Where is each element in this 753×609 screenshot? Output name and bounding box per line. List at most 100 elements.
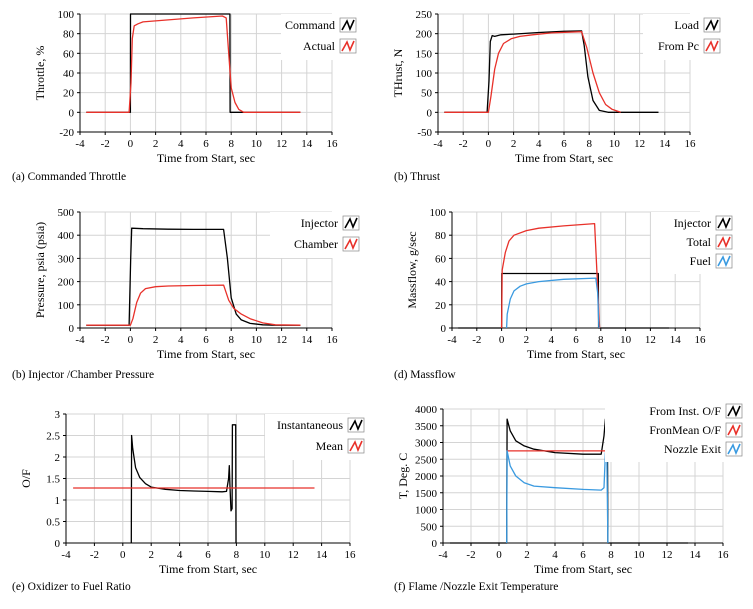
y-axis-title: THrust, N [391,48,405,97]
y-tick-label: 80 [63,29,75,41]
legend-label: Load [674,18,699,32]
x-tick-label: 2 [524,549,530,561]
legend-swatch-fuel [717,255,731,268]
legend-swatch-command [341,19,355,32]
figure-caption: (b) Injector /Chamber Pressure [12,369,154,381]
figure-caption: (d) Massflow [394,369,456,381]
series-line-injector [458,272,669,329]
legend-label: Fuel [690,254,712,268]
y-tick-label: 1500 [415,488,438,500]
x-tick-label: 12 [634,138,645,150]
y-tick-label: 20 [63,88,75,100]
legend-label: Injector [674,216,711,230]
chart-pressure: -4 -2 0 2 4 6 8 10 12 14 16 0 100 200 300 400 500 Time fr… [12,207,362,381]
x-tick-label: -4 [61,549,71,561]
legend-box [605,400,745,462]
x-tick-label: 16 [327,138,339,150]
legend-label: Chamber [294,237,338,251]
y-axis-title: T, Deg. C [396,453,410,499]
x-tick-label: 6 [203,138,209,150]
legend-swatch-instantaneous [349,419,363,432]
series-line-injector [86,227,301,326]
x-tick-label: -2 [459,138,468,150]
x-tick-label: 12 [645,334,656,346]
y-tick-label: 400 [58,230,75,242]
y-tick-label: 3000 [415,438,438,450]
x-tick-label: 14 [301,138,313,150]
legend-label: Instantaneous [277,418,343,432]
x-tick-label: 14 [301,334,313,346]
x-tick-label: 2 [511,138,517,150]
legend-swatch-nozzle-exit [727,443,741,456]
x-tick-label: 0 [486,138,492,150]
y-tick-label: 1.5 [46,474,60,486]
chart-of_ratio: -4 -2 0 2 4 6 8 10 12 14 16 0 0.5 1 1.5 2 2.5 3 Time from … [12,409,367,593]
y-axis-title: Massflow, g/sec [405,231,419,308]
y-tick-label: 2.5 [46,431,60,443]
series-line-nozzle-exit [506,450,609,544]
x-tick-label: 2 [524,334,530,346]
x-tick-label: 8 [586,138,592,150]
x-tick-label: 0 [499,334,505,346]
legend-label: Actual [303,39,336,53]
x-tick-label: 4 [177,549,183,561]
y-tick-label: 2500 [415,454,438,466]
chart-massflow: -4 -2 0 2 4 6 8 10 12 14 16 0 20 40 60 80 100 Time from S… [394,207,735,381]
y-tick-label: 0 [55,538,61,550]
x-tick-label: 10 [251,138,263,150]
x-axis-title: Time from Start, sec [157,347,255,361]
legend-swatch-fronmean-o-f [727,424,741,437]
y-tick-label: 150 [416,48,433,60]
x-tick-label: -2 [472,334,481,346]
y-tick-label: 100 [416,68,433,80]
y-tick-label: 0 [69,323,75,335]
y-tick-label: 3 [55,409,61,421]
x-tick-label: 8 [228,334,234,346]
x-tick-label: 16 [718,549,730,561]
x-tick-label: 6 [561,138,567,150]
x-tick-label: 12 [288,549,299,561]
x-tick-label: 16 [327,334,339,346]
x-tick-label: 12 [276,334,287,346]
x-tick-label: -4 [433,138,443,150]
y-tick-label: 100 [58,300,75,312]
x-tick-label: -2 [101,334,110,346]
x-tick-label: 6 [580,549,586,561]
x-tick-label: -4 [447,334,457,346]
figure-caption: (f) Flame /Nozzle Exit Temperature [394,581,558,593]
x-tick-label: 4 [548,334,554,346]
legend-label: FronMean O/F [649,423,721,437]
series-line-actual [86,15,301,113]
x-tick-label: 16 [345,549,357,561]
x-tick-label: 8 [608,549,614,561]
y-tick-label: 500 [421,521,438,533]
y-tick-label: 20 [435,300,447,312]
y-tick-label: 100 [430,207,447,219]
y-tick-label: 60 [63,48,75,60]
y-tick-label: 1 [55,495,61,507]
y-tick-label: 40 [435,277,447,289]
legend-swatch-load [705,19,719,32]
x-tick-label: 14 [690,549,702,561]
x-axis-title: Time from Start, sec [159,562,257,576]
x-tick-label: -2 [101,138,110,150]
y-tick-label: 200 [58,277,75,289]
legend-label: Command [285,18,335,32]
y-tick-label: 200 [416,29,433,41]
x-tick-label: 0 [120,549,126,561]
x-tick-label: -2 [466,549,475,561]
x-tick-label: 10 [620,334,632,346]
x-tick-label: 2 [153,138,159,150]
x-tick-label: 0 [128,138,134,150]
x-tick-label: 10 [259,549,271,561]
y-axis-title: Pressure, psia (psia) [33,222,47,318]
legend-swatch-mean [349,440,363,453]
x-tick-label: -4 [438,549,448,561]
series-line-command [86,13,301,113]
x-axis-title: Time from Start, sec [515,151,613,165]
x-tick-label: 4 [552,549,558,561]
x-tick-label: 0 [128,334,134,346]
x-tick-label: 12 [662,549,673,561]
